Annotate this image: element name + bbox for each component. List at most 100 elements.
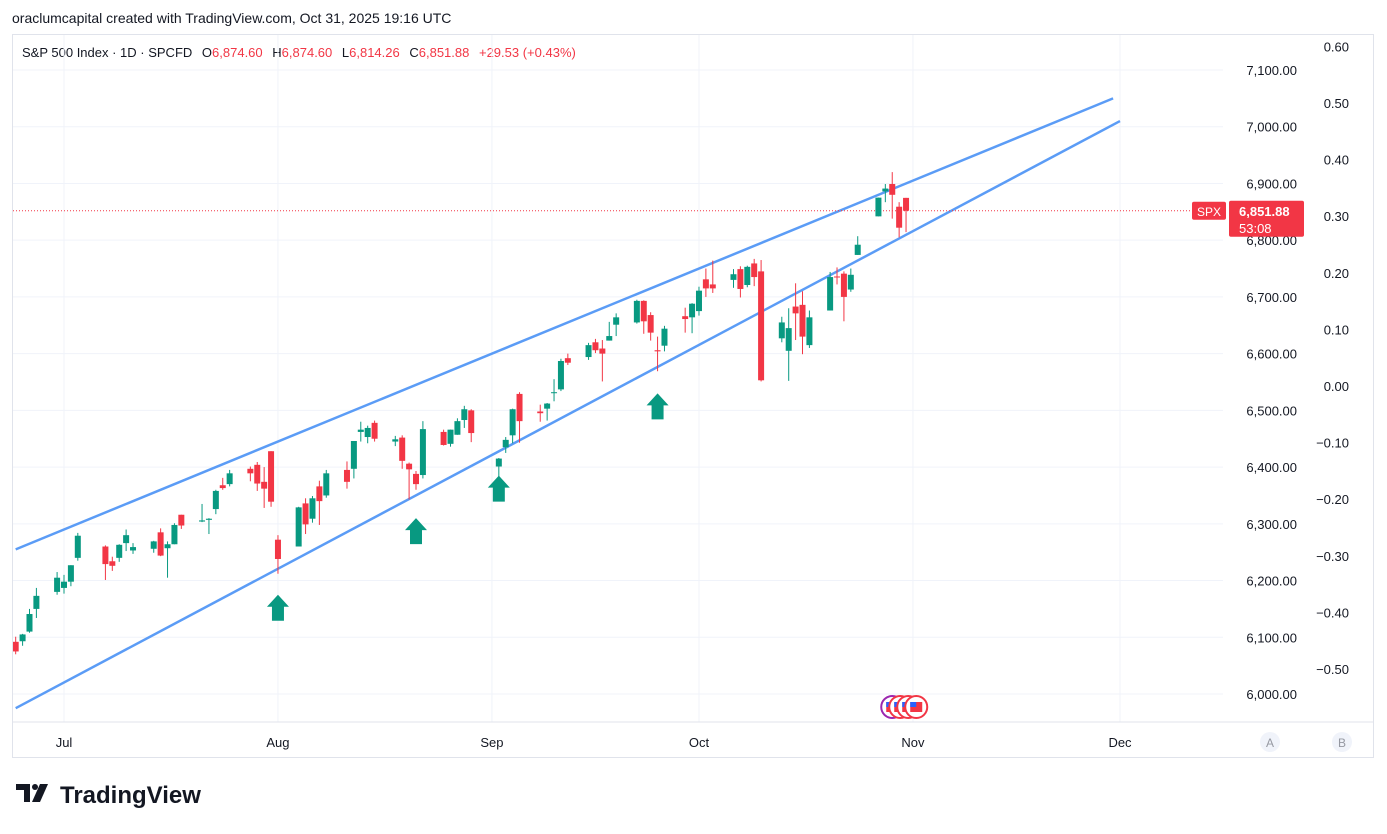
candle-body [247,468,254,474]
legend-low-label: L [341,45,350,60]
candle-body [758,271,765,381]
candle-body [903,197,910,211]
candle-body [695,290,702,312]
axis-button-a[interactable]: A [1260,732,1280,752]
candle-body [606,336,613,341]
price-axis-label: 6,200.00 [1246,574,1297,589]
event-flag-icon[interactable] [904,695,929,719]
legend-open-label: O [201,45,213,60]
candle-body [357,429,364,432]
secondary-axis-label: −0.20 [1316,492,1349,507]
candle-body [509,409,516,436]
axis-button-bg [1332,732,1352,752]
candle-body [557,361,564,390]
up-arrow-icon [646,393,669,420]
up-arrow-icon [487,475,510,502]
secondary-axis-label: 0.60 [1324,39,1349,54]
candle-body [551,392,558,394]
time-axis-label: Nov [901,735,925,750]
candle-body [61,581,67,588]
candle-body [882,188,889,192]
up-arrow-icon [405,518,427,545]
secondary-axis-label: 0.40 [1324,153,1349,168]
secondary-axis-label: −0.30 [1316,549,1349,564]
axis-button-b[interactable]: B [1332,732,1352,752]
candle-body [834,276,841,278]
candle-body [585,345,592,358]
axis-button-label: B [1338,736,1346,750]
candle-body [178,514,185,526]
price-axis-label: 6,600.00 [1246,347,1297,362]
candle-body [123,535,130,544]
price-axis-label: 6,300.00 [1246,517,1297,532]
candle-body [896,206,903,228]
time-axis-label: Aug [266,735,289,750]
candle-body [74,535,81,558]
candle-body [19,634,26,642]
candle-body [785,328,792,351]
candle-body [730,274,737,280]
symbol-tag-label: SPX [1197,205,1221,219]
candle-body [799,304,806,337]
up-arrow-icon [266,594,289,621]
price-tag-value: 6,851.88 [1239,204,1290,219]
candle-body [461,409,468,421]
chart-header: oraclumcapital created with TradingView.… [12,10,452,26]
candle-body [130,547,137,551]
trendline-upper [15,97,1114,551]
candle-body [778,322,785,339]
trendline-lower [15,119,1121,710]
candle-body [647,315,654,333]
candle-body [26,614,33,632]
candle-body [268,451,275,502]
candle-body [343,469,350,482]
candle-body [516,393,523,422]
candle-body [468,410,475,434]
price-tag-countdown: 53:08 [1239,221,1272,236]
candle-body [274,539,281,559]
chart-legend: S&P 500 Index · 1D · SPCFD O6,874.60 H6,… [22,45,576,60]
time-axis-label: Sep [480,735,503,750]
price-axis-label: 6,000.00 [1246,687,1297,702]
price-axis-label: 7,000.00 [1246,120,1297,135]
candle-body [413,473,419,485]
candle-body [309,498,316,519]
candle-body [316,486,323,502]
candle-body [537,411,544,414]
symbol-tag-bg [1192,201,1226,220]
secondary-axis-label: 0.50 [1324,96,1349,111]
tradingview-logo[interactable]: TradingView [16,782,201,810]
candle-body [806,317,813,346]
time-axis-label: Dec [1108,735,1132,750]
candle-body [109,561,116,566]
time-axis-label: Oct [689,735,710,750]
tradingview-brand: TradingView [60,782,201,809]
secondary-axis-label: −0.10 [1316,436,1349,451]
candle-body [599,348,606,354]
candle-body [323,473,330,496]
candle-body [847,274,854,290]
candle-body [447,429,454,444]
chart-frame [12,34,1374,758]
legend-high-label: H [272,45,282,60]
candle-body [54,577,61,592]
legend-close-label: C [409,45,419,60]
candle-body [875,197,882,217]
candle-body [744,266,751,285]
candle-body [399,437,406,461]
candle-body [751,263,758,278]
secondary-axis-label: 0.20 [1324,266,1349,281]
candle-body [682,316,689,320]
candle-body [827,277,834,311]
candle-body [350,440,357,469]
candle-body [67,565,74,582]
axis-button-bg [1260,732,1280,752]
candle-body [592,342,599,351]
legend-symbol[interactable]: S&P 500 Index · 1D · SPCFD [22,45,193,60]
candle-body [454,421,461,435]
secondary-axis-label: 0.00 [1324,379,1349,394]
plot-area [13,97,1223,710]
candle-body [226,473,233,485]
legend-change: +29.53 (+0.43%) [478,45,576,60]
